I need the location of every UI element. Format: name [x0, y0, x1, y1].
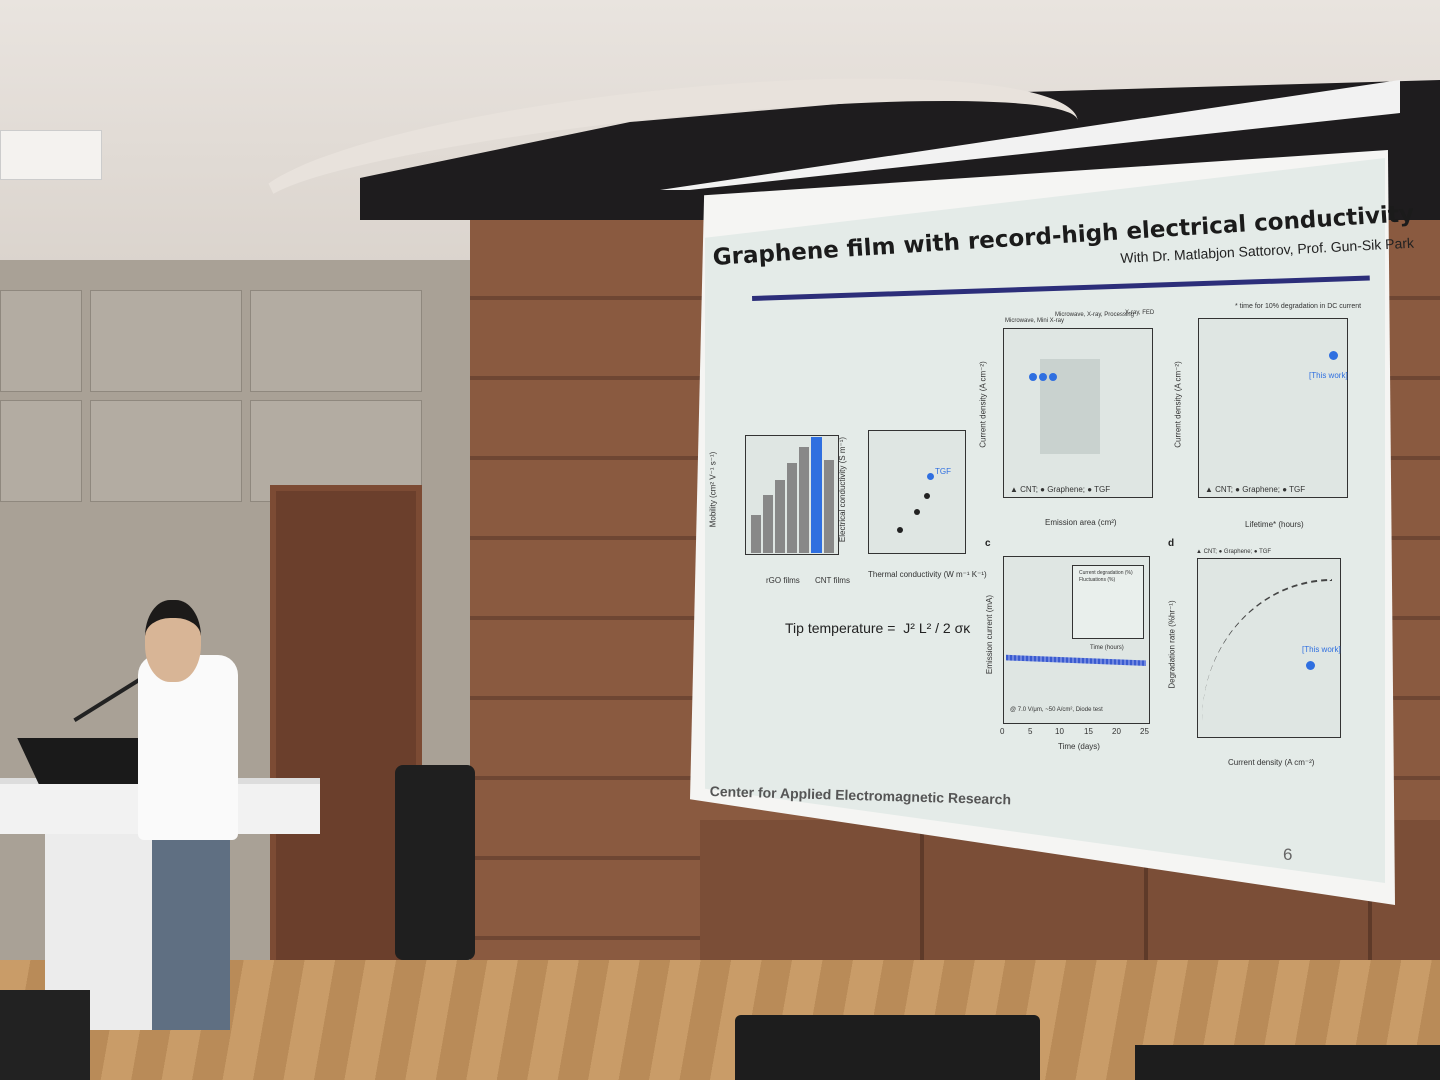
degradation-chart: [This work] ▲ CNT; ● Graphene; ● TGF	[1196, 549, 1341, 738]
conductivity-xlabel: Thermal conductivity (W m⁻¹ K⁻¹)	[868, 570, 987, 579]
inset-legend-1: Current degradation (%)	[1079, 570, 1133, 576]
emission-ylabel: Emission current (mA)	[985, 594, 995, 675]
emission-xtick: 15	[1084, 727, 1093, 736]
area-xlabel: Emission area (cm²)	[1045, 518, 1117, 527]
degradation-note: * time for 10% degradation in DC current	[1235, 303, 1362, 310]
mobility-xlabel-rgo: rGO films	[766, 576, 800, 585]
emission-xtick: 20	[1112, 727, 1121, 736]
emission-trace	[1006, 654, 1146, 666]
emission-chart: Current degradation (%) Fluctuations (%)…	[1003, 556, 1150, 724]
degradation-legend: ▲ CNT; ● Graphene; ● TGF	[1196, 549, 1272, 555]
formula-label: Tip temperature =	[785, 620, 896, 636]
emission-xlabel: Time (days)	[1058, 742, 1100, 751]
current-density-lifetime-chart: [This work] ▲ CNT; ● Graphene; ● TGF	[1198, 318, 1348, 498]
slide-page-number: 6	[1283, 845, 1293, 864]
area-toplabel-1: Microwave, Mini X-ray	[1005, 318, 1065, 324]
lifetime-this-work: [This work]	[1309, 371, 1348, 380]
panel-label-d: d	[1168, 538, 1175, 549]
panel-label-c: c	[985, 538, 991, 549]
presenter-head	[145, 600, 201, 682]
emission-xtick: 0	[1000, 727, 1005, 736]
mobility-ylabel: Mobility (cm² V⁻¹ s⁻¹)	[708, 451, 718, 528]
degradation-ylabel: Degradation rate (%hr⁻¹)	[1167, 600, 1177, 689]
area-ylabel: Current density (A cm⁻²)	[978, 361, 988, 448]
degradation-xlabel: Current density (A cm⁻²)	[1228, 758, 1315, 767]
conductivity-chart: TGF	[868, 430, 966, 554]
presenter-shirt	[138, 655, 238, 840]
area-toplabel-3: X-ray, FED	[1125, 310, 1155, 316]
air-vent	[0, 130, 102, 180]
audience-seat	[1135, 1045, 1440, 1080]
mobility-xlabel-cnt: CNT films	[815, 576, 850, 585]
conductivity-ylabel: Electrical conductivity (S m⁻¹)	[838, 436, 848, 543]
audience-seat	[735, 1015, 1040, 1080]
formula-expression: J² L² / 2 σκ	[903, 620, 971, 636]
degradation-this-work: [This work]	[1302, 645, 1341, 654]
audience-seat	[0, 990, 90, 1080]
emission-inset: Current degradation (%) Fluctuations (%)	[1072, 565, 1144, 639]
lifetime-ylabel: Current density (A cm⁻²)	[1173, 361, 1183, 448]
inset-legend-2: Fluctuations (%)	[1079, 577, 1116, 583]
mobility-chart: Mobility (cm² V⁻¹ s⁻¹)	[708, 435, 840, 555]
lifetime-legend: ▲ CNT; ● Graphene; ● TGF	[1205, 485, 1306, 494]
conductivity-tgf-tag: TGF	[935, 467, 951, 476]
area-toplabel-2: Microwave, X-ray, Processing	[1055, 312, 1134, 318]
emission-xtick: 25	[1140, 727, 1149, 736]
area-chart-legend: ▲ CNT; ● Graphene; ● TGF	[1010, 485, 1111, 494]
emission-xtick: 10	[1055, 727, 1064, 736]
lifetime-xlabel: Lifetime* (hours)	[1245, 520, 1304, 529]
emission-xtick: 5	[1028, 727, 1033, 736]
emission-note: @ 7.0 V/μm, ~50 A/cm², Diode test	[1010, 707, 1103, 713]
tip-temperature-formula: Tip temperature = J² L² / 2 σκ	[785, 620, 970, 636]
inset-xlabel: Time (hours)	[1090, 645, 1124, 651]
presenter-legs	[152, 835, 230, 1030]
office-chair	[395, 765, 475, 960]
current-density-area-chart: ▲ CNT; ● Graphene; ● TGF	[1003, 328, 1153, 498]
